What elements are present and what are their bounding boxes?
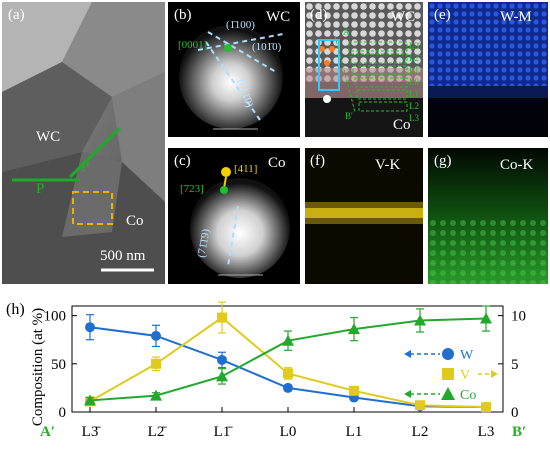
panel-d-image	[305, 2, 423, 137]
legend-arrowhead-w	[404, 350, 411, 358]
panel-g: (g) Co-K	[428, 148, 548, 284]
y-right-tick-label: 5	[511, 357, 519, 373]
panel-f: (f) V-K	[305, 148, 423, 284]
panel-d-layer-5: L2	[409, 101, 419, 111]
panel-d-co-label: Co	[393, 117, 411, 133]
panel-e-title: W-M	[500, 9, 532, 25]
panel-a-scale-label: 500 nm	[100, 248, 146, 264]
x-tick-label: L0	[280, 424, 297, 440]
data-point-v	[151, 358, 161, 369]
legend-label-co: Co	[460, 388, 476, 403]
x-tick-label: L3̄	[82, 424, 102, 440]
y-left-tick-label: 50	[51, 357, 66, 373]
panel-d-layer-0: L3̄	[409, 41, 419, 51]
legend-marker-w	[442, 348, 454, 360]
data-point-w	[217, 354, 227, 365]
panel-e-image	[428, 2, 548, 137]
panel-e: (e) W-M	[428, 2, 548, 137]
data-point-v	[481, 402, 491, 413]
panel-c-image	[190, 167, 290, 278]
y-left-tick-label: 0	[59, 405, 67, 421]
panel-b-tag: (b)	[174, 7, 192, 23]
panel-h-tag: (h)	[6, 301, 25, 318]
panel-b-wc-label: WC	[266, 9, 291, 25]
data-point-v	[349, 385, 359, 396]
x-tick-label: L1	[346, 424, 363, 440]
panel-a-co-label: Co	[126, 213, 144, 229]
panel-d-tag: (d)	[310, 7, 328, 23]
panel-g-tag: (g)	[434, 153, 452, 169]
panel-d: (d) WC Co A B' L3̄ L2̄ L1̄ L0 L1 L2 L3	[305, 2, 423, 137]
panel-c-green-dir-label: [723]	[180, 183, 204, 195]
y-right-tick-label: 0	[511, 405, 519, 421]
data-point-v	[217, 312, 227, 323]
data-point-w	[283, 382, 293, 393]
panel-f-title: V-K	[375, 157, 401, 173]
panel-a-p-label: P	[81, 159, 90, 175]
data-point-co	[414, 314, 426, 326]
panel-b: (b) WC [0001] (1̄100) (101̄0) (011̄0)	[168, 2, 300, 137]
start-point-label: A′	[40, 424, 55, 440]
legend-arrowhead-v	[491, 370, 498, 378]
data-point-co	[282, 334, 294, 346]
data-point-w	[151, 330, 161, 341]
legend-label-v: V	[460, 368, 470, 383]
data-point-v	[283, 368, 293, 379]
data-point-w	[85, 322, 95, 333]
composition-chart: 0 50 100 0 5 10 L3̄ L2̄ L1̄ L0 L1 L2 L3 Composition (…	[30, 301, 526, 440]
x-tick-label: L2̄	[148, 424, 168, 440]
panel-a-wc-label: WC	[36, 129, 61, 145]
panel-a-p2-label: P	[36, 181, 45, 197]
panel-d-layer-1: L2̄	[409, 53, 419, 63]
panel-a-image	[2, 2, 165, 284]
panel-e-tag: (e)	[434, 7, 451, 23]
panel-d-point-b: B'	[345, 111, 353, 121]
data-point-co	[348, 323, 360, 335]
data-point-co	[216, 370, 228, 382]
panel-b-dir2-label: (101̄0)	[252, 41, 282, 53]
panel-g-image	[428, 148, 548, 284]
panel-a: (a) WC P P Co 500 nm	[2, 2, 165, 284]
panel-h: (h) 0 50 100 0 5 10 L3̄ L2̄ L1̄ L0 L1 L2 L3 Compositi…	[0, 288, 550, 454]
panel-c-co-label: Co	[268, 155, 286, 171]
legend-label-w: W	[460, 348, 474, 363]
y-left-tick-label: 100	[44, 309, 67, 325]
panel-d-layer-2: L1̄	[409, 65, 419, 75]
panel-f-tag: (f)	[310, 153, 325, 169]
legend-marker-v	[442, 368, 454, 380]
panel-d-layer-6: L3	[409, 113, 419, 123]
y-axis-label: Composition (at %)	[30, 308, 46, 426]
legend-marker-co	[441, 387, 455, 400]
panel-f-image	[305, 148, 423, 284]
legend-arrowhead-co	[404, 390, 411, 398]
data-point-co	[150, 389, 162, 401]
panel-c-yellow-dir-label: [411]	[234, 163, 258, 175]
x-tick-label: L1̄	[214, 424, 234, 440]
panel-d-wc-label: WC	[391, 9, 416, 25]
y-right-tick-label: 10	[511, 309, 526, 325]
panel-c-tag: (c)	[174, 153, 191, 169]
data-point-co	[84, 394, 96, 406]
panel-g-title: Co-K	[500, 157, 534, 173]
panel-d-layer-4: L1	[409, 89, 419, 99]
end-point-label: B′	[512, 424, 526, 440]
panel-d-layer-3: L0	[409, 77, 419, 87]
panel-d-point-a: A	[343, 27, 350, 37]
panel-c: (c) Co [411] [723] (71̄1̄9)	[168, 148, 300, 284]
x-tick-label: L2	[412, 424, 429, 440]
panel-b-zone-label: [0001]	[178, 39, 208, 51]
data-point-co	[480, 312, 492, 324]
panel-b-dir1-label: (1̄100)	[226, 19, 255, 31]
x-tick-label: L3	[478, 424, 495, 440]
panel-b-image	[179, 25, 284, 130]
panel-a-tag: (a)	[8, 7, 25, 23]
data-point-v	[415, 400, 425, 411]
